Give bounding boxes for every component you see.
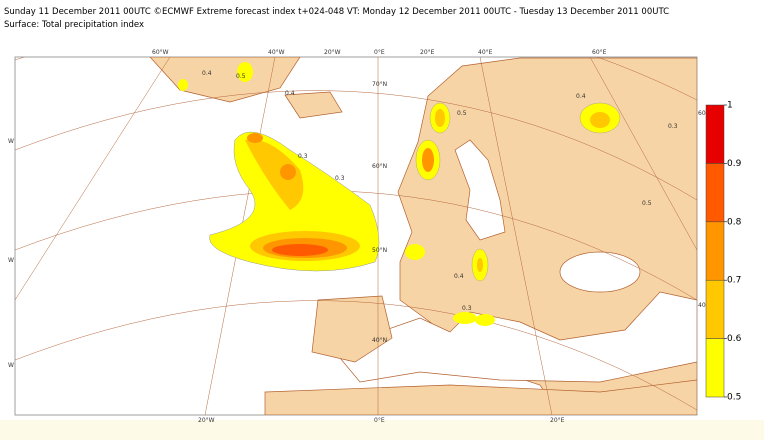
map-label: 20°E (550, 417, 565, 424)
map-label: 60°E (592, 49, 607, 56)
map-label: 0°E (374, 417, 385, 424)
colorbar-segment (705, 104, 725, 164)
colorbar-label: 0.5 (727, 393, 741, 403)
black-sea (559, 251, 641, 293)
colorbar-segment (705, 221, 725, 281)
map-label: W (8, 138, 14, 145)
colorbar-segment (705, 338, 725, 398)
colorbar-label: 1 (727, 101, 733, 111)
meridian (589, 57, 697, 251)
colorbar-segment (705, 279, 725, 339)
map-label: 50°N (372, 247, 387, 254)
contour-label: 0.4 (285, 90, 295, 97)
map-label: 0°E (374, 49, 385, 56)
contour-label: 0.3 (462, 305, 472, 312)
map-label: 60 (698, 110, 706, 117)
colorbar-label: 0.8 (727, 217, 742, 227)
header-subtitle: Surface: Total precipitation index (4, 20, 145, 30)
colorbar-segment (705, 163, 725, 223)
map-label: 60°N (372, 163, 387, 170)
greenland (149, 57, 301, 103)
colorbar-label: 0.9 (727, 159, 742, 169)
meridian (15, 57, 171, 301)
iceland (284, 91, 343, 119)
parallel (15, 90, 697, 201)
map-label: 60°W (152, 49, 169, 56)
parallel (15, 300, 697, 411)
contour-label: 0.3 (668, 123, 678, 130)
precipitation (178, 62, 621, 326)
map-frame (14, 56, 698, 416)
baltic (454, 139, 506, 241)
map-label: 40°W (268, 49, 285, 56)
meridian (479, 57, 553, 415)
contour-label: 0.4 (454, 273, 464, 280)
contour-label: 0.5 (236, 73, 246, 80)
map-label: 20°E (420, 49, 435, 56)
mediterranean (334, 291, 697, 383)
africa (264, 379, 697, 415)
graticule (15, 57, 697, 415)
contour-label: 0.3 (298, 153, 308, 160)
map-label: 40 (698, 302, 706, 309)
contour-label: 0.4 (576, 93, 586, 100)
map-label: 40°N (372, 337, 387, 344)
map-label: W (8, 362, 14, 369)
colorbar-label: 0.6 (727, 334, 742, 344)
contour-label: 0.5 (642, 200, 652, 207)
contour-label: 0.4 (202, 70, 212, 77)
parallel (15, 57, 697, 101)
map-label: 20°W (324, 49, 341, 56)
map-label: 70°N (372, 81, 387, 88)
contour-label: 0.3 (335, 175, 345, 182)
map-label: 40°E (478, 49, 493, 56)
iberia (311, 295, 393, 363)
colorbar-label: 0.7 (727, 276, 741, 286)
contour-label: 0.5 (457, 110, 467, 117)
map-label: W (8, 257, 14, 264)
colorbar: 0.5 0.6 0.7 0.8 0.9 1 (705, 101, 742, 403)
footer-strip (0, 420, 764, 440)
map-label: 20°W (198, 417, 215, 424)
header-title: Sunday 11 December 2011 00UTC ©ECMWF Ext… (4, 7, 670, 17)
parallel (15, 190, 697, 301)
